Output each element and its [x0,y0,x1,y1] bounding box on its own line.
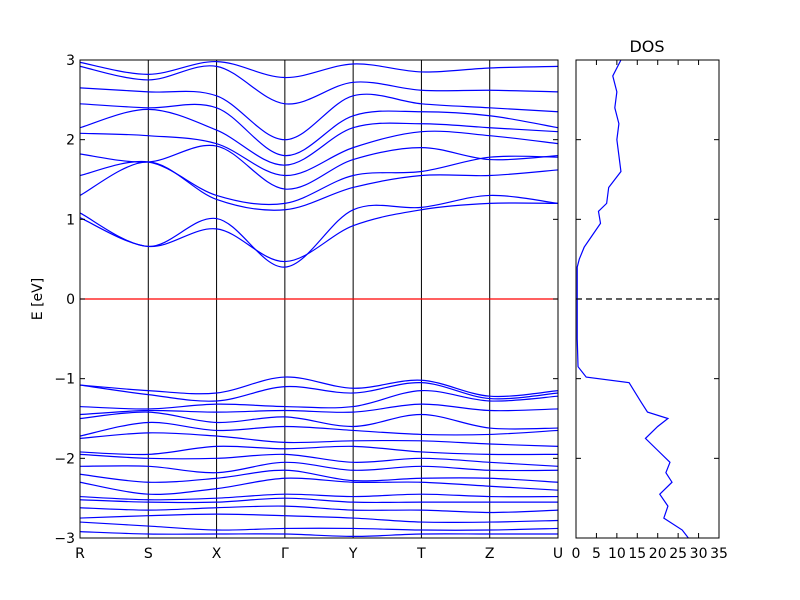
k-point-label: R [75,546,85,562]
valence-band-8 [80,445,558,456]
valence-band-13 [80,493,558,501]
dos-x-axis-ticks: 0 5 10 15 20 25 30 35 [572,60,728,562]
dos-x-tick-label: 20 [649,546,667,562]
band-y-axis-label: E [eV] [30,278,46,320]
valence-band-14 [80,497,558,504]
band-y-tick-label: −1 [54,372,75,388]
dos-x-tick-label: 25 [669,546,687,562]
valence-band-1 [80,376,558,398]
k-point-label: Y [348,546,358,562]
dos-title: DOS [629,37,664,56]
dos-x-tick-label: 30 [690,546,708,562]
valence-band-7 [80,432,558,447]
valence-band-3 [80,390,558,410]
conduction-band-9 [80,87,558,141]
valence-band-17 [80,521,558,531]
conduction-band-4 [80,155,558,206]
band-y-tick-label: −2 [54,451,75,467]
dos-line [576,60,689,538]
conduction-band-7 [80,108,558,166]
k-point-label: S [144,546,153,562]
valence-band-11 [80,469,558,483]
k-point-label: T [416,546,426,562]
valence-band-4 [80,403,558,416]
conduction-band-5 [80,144,558,190]
valence-band-16 [80,513,558,524]
band-y-tick-label: −3 [54,531,75,547]
band-curves [80,60,558,538]
conduction-band-8 [80,103,558,157]
band-y-tick-label: 2 [66,133,75,149]
dos-x-tick-label: 35 [710,546,728,562]
band-y-tick-label: 1 [66,212,75,228]
valence-band-6 [80,421,558,437]
k-point-label: Γ [281,546,289,562]
k-point-label: U [553,546,563,562]
dos-x-tick-label: 5 [592,546,601,562]
conduction-band-10 [80,65,558,105]
dos-x-tick-label: 15 [628,546,646,562]
valence-band-18 [80,531,558,538]
band-y-axis-ticks: −3 −2 −1 0 1 2 3 [54,53,558,547]
conduction-band-6 [80,130,558,177]
valence-band-5 [80,411,558,430]
conduction-band-1 [80,202,558,263]
dos-x-tick-label: 10 [608,546,626,562]
valence-band-15 [80,505,558,514]
conduction-band-11 [80,60,558,79]
dos-panel: DOS 0 5 10 15 20 25 30 35 [572,37,728,562]
band-y-tick-label: 0 [66,292,75,308]
valence-band-2 [80,382,558,402]
k-point-label: Z [485,546,495,562]
dos-curve [576,60,689,538]
band-y-tick-label: 3 [66,53,75,69]
k-point-label: X [212,546,222,562]
dos-y-axis-ticks [576,59,719,539]
conduction-band-2 [80,194,558,268]
band-structure-panel: −3 −2 −1 0 1 2 3 R S X Γ Y T Z U E [eV] [30,53,563,562]
valence-band-10 [80,461,558,474]
valence-band-9 [80,453,558,467]
valence-band-12 [80,477,558,495]
dos-x-tick-label: 0 [572,546,581,562]
